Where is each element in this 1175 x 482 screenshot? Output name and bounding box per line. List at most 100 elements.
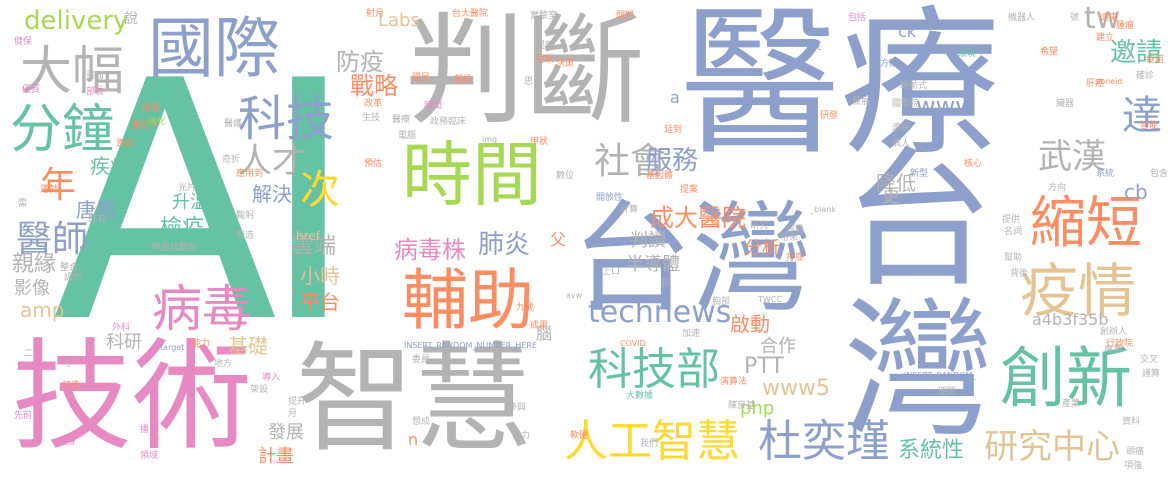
word-tiny: 二: [24, 349, 34, 359]
word-yaoqing: 邀請: [1110, 38, 1163, 68]
word-bandaoti: 半導體: [626, 254, 680, 275]
word-dafu: 大幅: [20, 42, 125, 102]
word-tiny: 委員: [412, 355, 431, 365]
word-tiny: 腫瘤: [1116, 21, 1135, 31]
word-tiny: 加速: [682, 329, 701, 339]
word-tiny: 製造: [236, 231, 255, 241]
word-tiny: 月: [288, 409, 298, 419]
word-ck: ck: [898, 22, 917, 41]
word-panduan: 判斷: [405, 2, 645, 141]
word-src: src: [810, 43, 822, 52]
word-tiny: 驅動式: [900, 81, 928, 91]
word-tiny: 政務: [430, 117, 449, 127]
word-keji: 科技: [238, 91, 335, 147]
word-jianyi: 檢疫: [160, 216, 205, 241]
word-hezuo: 合作: [760, 336, 796, 357]
word-cb: cb: [1124, 180, 1148, 204]
word-taiwan: 台灣: [818, 140, 992, 440]
word-tiny: 實驗室: [530, 11, 558, 21]
word-tiny: 射月: [366, 9, 385, 19]
word-tiny: 大數據: [626, 391, 654, 401]
word-yingxiang: 影像: [14, 278, 50, 299]
word-tiny: 奇折: [222, 155, 241, 165]
word-tiny: 領域: [140, 451, 159, 461]
word-tiny: 電腦: [398, 131, 417, 141]
word-tiny: 鞠躬: [236, 211, 255, 221]
word-wuhan: 武漢: [1038, 137, 1106, 177]
word-amp: amp: [20, 298, 65, 322]
word-tiny: 軟硬: [570, 431, 589, 441]
word-tiny: 胸部: [712, 297, 731, 307]
word-href: href: [296, 229, 320, 243]
word-taiwan-h: 台灣: [572, 190, 812, 329]
word-tiny: 部長: [86, 87, 105, 97]
word-tiny: 需: [18, 199, 28, 209]
word-yunduan: 雲端: [292, 234, 337, 259]
word-tiny: 健保: [14, 37, 33, 47]
word-fenxi: 分析: [744, 238, 780, 259]
word-zhihui: 智慧: [296, 330, 533, 468]
word-tiny: 時間: [424, 101, 443, 111]
word-chengda: 成大醫院: [650, 204, 746, 232]
word-tiny: 頭痛: [1126, 447, 1145, 457]
word-tiny: 聚力: [512, 431, 531, 441]
word-tiny: 國民: [412, 73, 431, 83]
word-fenzhong: 分鐘: [10, 100, 115, 160]
word-tiny: 蓬勃: [40, 185, 59, 195]
word-tiny: 可: [62, 359, 72, 369]
word-tiny: 上口: [602, 267, 621, 277]
word-target: target: [160, 343, 185, 352]
word-tiny: 演算法: [720, 377, 748, 387]
word-nao: 腦: [536, 324, 553, 343]
word-tiny: 我們: [640, 439, 659, 449]
word-geng: 更: [882, 186, 900, 207]
word-tiny: 提到: [536, 41, 555, 51]
word-tiny: 包括: [848, 13, 867, 23]
word-tiny: 醫院: [132, 121, 151, 131]
word-kejibu: 科技部: [588, 344, 720, 395]
word-duyijin: 杜奕瑾: [758, 416, 890, 467]
word-tiny: 既有: [88, 215, 107, 225]
word-tiny: 數位: [556, 171, 575, 181]
word-jishu: 技術: [12, 328, 252, 467]
word-chuangxin: 創新: [1000, 340, 1132, 417]
word-tiny: 外科: [112, 323, 131, 333]
word-tiny: 擬度: [142, 103, 161, 113]
word-tiny: 資訊: [116, 139, 135, 149]
word-tiny: 優質: [22, 85, 41, 95]
word-tiny: 思考: [524, 77, 543, 87]
word-tiny: 系統: [1096, 169, 1115, 179]
word-tiny: 研究: [750, 221, 769, 231]
word-tiny: 帶來: [780, 233, 799, 243]
word-yanjiu: 研究中心: [984, 427, 1120, 467]
word-tiny: 非: [660, 279, 670, 289]
word-tiny: 行政院: [1106, 339, 1134, 349]
word-tiny: 決策: [556, 59, 575, 69]
word-tiny: 先前: [14, 411, 33, 421]
word-technews: technews: [588, 295, 732, 330]
word-php: php: [740, 398, 775, 419]
word-avw: avw: [566, 291, 583, 300]
word-tiny: 研發: [820, 111, 839, 121]
word-ptt: PTT: [744, 354, 784, 379]
word-tiny: 交叉: [1140, 355, 1159, 365]
word-tiny: 醫療: [392, 115, 411, 125]
word-tiny: 項強: [1124, 461, 1143, 471]
word-tiny: 專業: [1104, 345, 1123, 355]
word-tiny: 甲狀: [530, 137, 549, 147]
word-tiny: 病人: [892, 139, 911, 149]
word-tiny: 臟器: [1056, 99, 1075, 109]
word-tiny: 提升: [288, 397, 307, 407]
word-zhanlue: 戰略: [350, 72, 398, 100]
word-labs: Labs: [378, 10, 420, 31]
word-tiny: 經驗: [786, 225, 805, 235]
word-bingduzhu: 病毒株: [394, 236, 466, 264]
word-covid: COVID: [620, 339, 646, 348]
word-qidong: 啟動: [730, 312, 770, 336]
word-tiny: 疫苗: [1146, 55, 1165, 65]
word-jichu: 基礎: [228, 334, 268, 358]
word-tiny: 整合: [60, 263, 79, 273]
word-a: a: [670, 88, 680, 107]
word-blank: _blank: [810, 205, 836, 214]
